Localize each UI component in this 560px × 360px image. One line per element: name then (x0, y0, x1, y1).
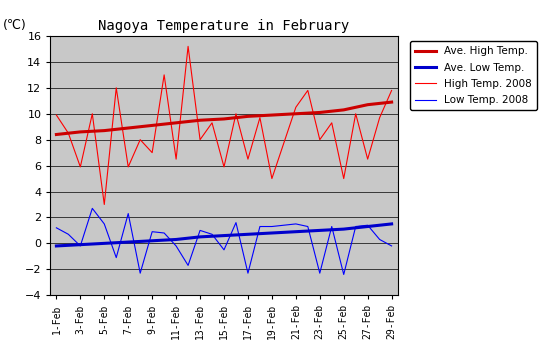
Ave. Low Temp. (365, 224, 371, 229)
Low Temp. 2008 (316, 271, 323, 275)
Ave. High Temp. (53, 132, 60, 137)
Low Temp. 2008 (376, 237, 383, 242)
Line: Low Temp. 2008: Low Temp. 2008 (57, 208, 391, 274)
High Temp. 2008 (316, 138, 323, 142)
Ave. Low Temp. (269, 231, 276, 235)
Ave. High Temp. (149, 123, 156, 127)
High Temp. 2008 (65, 131, 72, 135)
Ave. Low Temp. (125, 240, 132, 244)
Ave. High Temp. (388, 100, 395, 104)
High Temp. 2008 (305, 88, 311, 93)
Ave. High Temp. (365, 103, 371, 107)
Text: (℃): (℃) (3, 19, 26, 32)
High Temp. 2008 (77, 165, 83, 169)
Ave. Low Temp. (172, 237, 179, 242)
Low Temp. 2008 (137, 271, 143, 275)
Ave. High Temp. (340, 108, 347, 112)
High Temp. 2008 (376, 116, 383, 120)
Ave. Low Temp. (221, 233, 227, 238)
Title: Nagoya Temperature in February: Nagoya Temperature in February (99, 19, 349, 33)
Low Temp. 2008 (221, 248, 227, 252)
Low Temp. 2008 (305, 224, 311, 229)
High Temp. 2008 (292, 105, 299, 109)
Ave. High Temp. (77, 130, 83, 134)
Low Temp. 2008 (245, 271, 251, 275)
Low Temp. 2008 (185, 263, 192, 267)
Low Temp. 2008 (328, 224, 335, 229)
High Temp. 2008 (221, 165, 227, 169)
Line: High Temp. 2008: High Temp. 2008 (57, 46, 391, 204)
Low Temp. 2008 (161, 231, 167, 235)
High Temp. 2008 (185, 44, 192, 49)
Ave. Low Temp. (197, 235, 203, 239)
Ave. High Temp. (245, 114, 251, 118)
Ave. Low Temp. (340, 227, 347, 231)
Low Temp. 2008 (89, 206, 96, 211)
High Temp. 2008 (113, 86, 120, 90)
Low Temp. 2008 (269, 224, 276, 229)
Ave. High Temp. (221, 117, 227, 121)
High Temp. 2008 (89, 112, 96, 116)
Ave. Low Temp. (77, 243, 83, 247)
Low Temp. 2008 (77, 244, 83, 248)
High Temp. 2008 (365, 157, 371, 161)
High Temp. 2008 (125, 165, 132, 169)
Low Temp. 2008 (365, 223, 371, 228)
High Temp. 2008 (209, 121, 216, 125)
Legend: Ave. High Temp., Ave. Low Temp., High Temp. 2008, Low Temp. 2008: Ave. High Temp., Ave. Low Temp., High Te… (410, 41, 537, 111)
Ave. High Temp. (101, 129, 108, 133)
High Temp. 2008 (149, 150, 156, 155)
High Temp. 2008 (172, 157, 179, 161)
Low Temp. 2008 (256, 224, 263, 229)
Low Temp. 2008 (197, 228, 203, 233)
High Temp. 2008 (340, 176, 347, 181)
Ave. Low Temp. (101, 241, 108, 246)
High Temp. 2008 (101, 202, 108, 207)
High Temp. 2008 (245, 157, 251, 161)
High Temp. 2008 (388, 88, 395, 93)
High Temp. 2008 (256, 116, 263, 120)
Low Temp. 2008 (149, 230, 156, 234)
Ave. High Temp. (292, 112, 299, 116)
Low Temp. 2008 (101, 222, 108, 226)
Low Temp. 2008 (340, 272, 347, 276)
Ave. Low Temp. (245, 232, 251, 237)
Low Temp. 2008 (113, 256, 120, 260)
Low Temp. 2008 (352, 224, 359, 229)
Low Temp. 2008 (388, 244, 395, 248)
Low Temp. 2008 (172, 244, 179, 248)
Ave. High Temp. (197, 118, 203, 122)
High Temp. 2008 (352, 112, 359, 116)
Low Temp. 2008 (53, 226, 60, 230)
Ave. High Temp. (172, 121, 179, 125)
Ave. High Temp. (125, 126, 132, 130)
Low Temp. 2008 (125, 211, 132, 216)
Ave. High Temp. (269, 113, 276, 117)
Ave. High Temp. (316, 110, 323, 114)
High Temp. 2008 (269, 176, 276, 181)
Ave. Low Temp. (292, 230, 299, 234)
Low Temp. 2008 (232, 220, 239, 225)
Low Temp. 2008 (292, 222, 299, 226)
High Temp. 2008 (161, 73, 167, 77)
Ave. Low Temp. (388, 222, 395, 226)
Low Temp. 2008 (209, 232, 216, 237)
High Temp. 2008 (137, 138, 143, 142)
Line: Ave. High Temp.: Ave. High Temp. (57, 102, 391, 135)
Line: Ave. Low Temp.: Ave. Low Temp. (57, 224, 391, 246)
High Temp. 2008 (328, 121, 335, 125)
High Temp. 2008 (197, 138, 203, 142)
Low Temp. 2008 (65, 232, 72, 237)
High Temp. 2008 (53, 113, 60, 117)
High Temp. 2008 (232, 112, 239, 116)
Ave. Low Temp. (53, 244, 60, 248)
Ave. Low Temp. (316, 228, 323, 233)
Ave. Low Temp. (149, 239, 156, 243)
